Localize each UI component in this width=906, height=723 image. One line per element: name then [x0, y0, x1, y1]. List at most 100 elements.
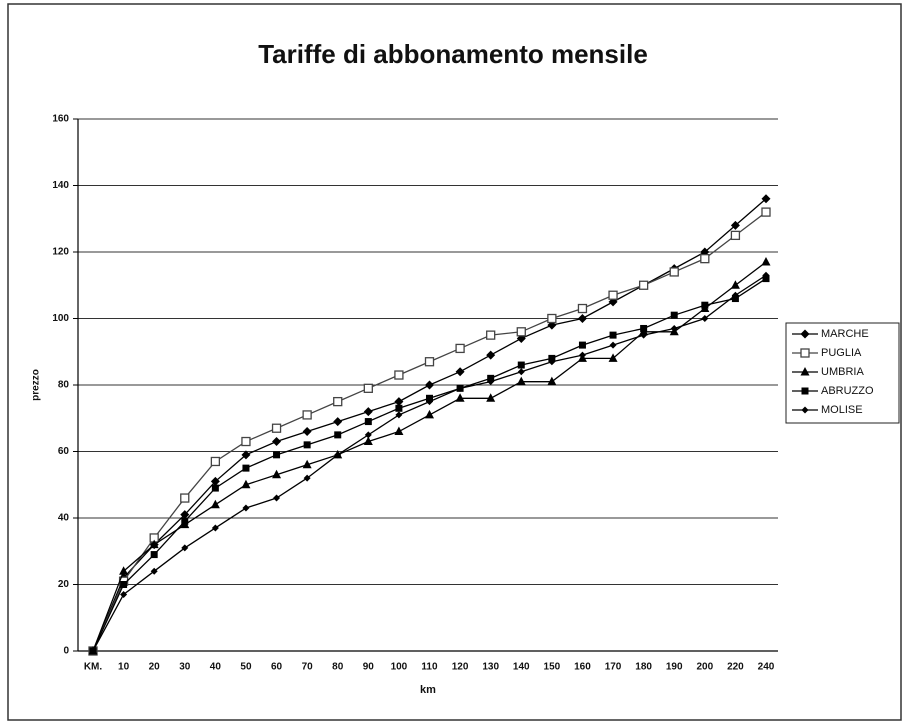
legend-marker — [800, 367, 810, 376]
legend-label: UMBRIA — [821, 366, 864, 378]
x-tick-label: 220 — [727, 662, 744, 673]
data-point — [424, 357, 435, 367]
data-point — [394, 397, 404, 407]
data-point — [395, 404, 403, 412]
data-point — [363, 436, 373, 446]
data-point — [670, 311, 678, 319]
data-point — [730, 230, 741, 241]
data-point — [670, 324, 678, 332]
data-point — [334, 451, 342, 459]
x-tick-label: 180 — [635, 662, 652, 673]
data-point — [180, 510, 190, 520]
data-point — [302, 427, 312, 437]
data-point — [242, 504, 250, 512]
y-tick-label: 160 — [52, 114, 69, 125]
data-point — [363, 407, 373, 417]
data-point — [241, 479, 251, 489]
data-point — [486, 350, 496, 360]
data-point — [761, 256, 771, 266]
data-point — [302, 410, 312, 420]
data-point — [608, 353, 618, 362]
legend-label: MARCHE — [821, 328, 869, 340]
data-point — [272, 437, 282, 447]
data-point — [700, 253, 710, 264]
data-point — [547, 376, 557, 386]
data-point — [640, 324, 648, 332]
data-point — [731, 291, 739, 299]
legend-label: ABRUZZO — [821, 385, 874, 397]
y-tick-label: 20 — [58, 579, 70, 590]
data-point — [119, 566, 129, 575]
data-point — [425, 380, 434, 390]
data-point — [303, 474, 311, 482]
data-point — [577, 314, 587, 323]
data-point — [273, 494, 281, 502]
data-point — [180, 493, 190, 503]
y-tick-label: 60 — [58, 446, 70, 457]
x-axis-label: km — [420, 684, 436, 696]
data-point — [210, 456, 221, 467]
data-point — [120, 581, 128, 588]
x-tick-label: 160 — [574, 662, 591, 673]
x-tick-label: 110 — [421, 662, 438, 673]
y-tick-label: 80 — [58, 380, 70, 391]
data-point — [89, 647, 97, 655]
legend-marker — [800, 348, 810, 358]
x-tick-label: 150 — [544, 662, 561, 673]
y-tick-label: 120 — [52, 247, 69, 258]
data-point — [548, 358, 556, 366]
data-point — [394, 426, 404, 436]
x-tick-label: 50 — [240, 662, 252, 673]
data-point — [609, 341, 617, 349]
x-tick-label: 60 — [271, 662, 283, 673]
y-tick-label: 140 — [52, 180, 69, 191]
data-point — [241, 436, 251, 447]
data-point — [578, 341, 586, 349]
data-point — [455, 393, 465, 402]
data-point — [211, 524, 219, 532]
data-point — [486, 330, 496, 340]
data-point — [150, 567, 158, 575]
legend-marker — [801, 406, 809, 414]
data-point — [181, 544, 189, 552]
data-point — [425, 409, 434, 419]
data-point — [761, 207, 771, 217]
data-point — [761, 194, 771, 204]
x-tick-label: 190 — [666, 662, 683, 673]
data-point — [517, 361, 525, 369]
legend-marker — [800, 329, 810, 339]
data-point — [210, 476, 220, 486]
data-point — [608, 290, 618, 300]
x-tick-label: 200 — [696, 662, 713, 673]
data-point — [701, 301, 709, 309]
data-point — [181, 517, 189, 525]
data-point — [210, 499, 220, 509]
data-point — [516, 376, 526, 386]
data-point — [455, 343, 465, 354]
chart-title: Tariffe di abbonamento mensile — [258, 39, 648, 69]
data-point — [730, 280, 740, 289]
x-tick-label: 170 — [605, 662, 622, 673]
data-point — [149, 539, 159, 549]
data-point — [364, 418, 372, 426]
legend-label: PUGLIA — [821, 347, 862, 359]
chart-frame — [7, 3, 902, 721]
data-point — [456, 384, 464, 392]
data-point — [271, 423, 282, 433]
data-point — [730, 220, 740, 230]
data-point — [638, 280, 649, 290]
data-point — [394, 370, 404, 380]
data-point — [273, 451, 281, 459]
x-tick-label: 70 — [302, 662, 314, 673]
data-point — [516, 327, 526, 337]
data-point — [577, 303, 588, 314]
data-point — [333, 417, 343, 427]
data-point — [241, 450, 251, 460]
x-tick-label: 40 — [210, 662, 222, 673]
x-tick-label: 240 — [758, 662, 775, 673]
data-point — [150, 551, 158, 559]
data-point — [517, 368, 525, 376]
data-point — [333, 396, 343, 407]
x-tick-label: 30 — [179, 662, 191, 673]
